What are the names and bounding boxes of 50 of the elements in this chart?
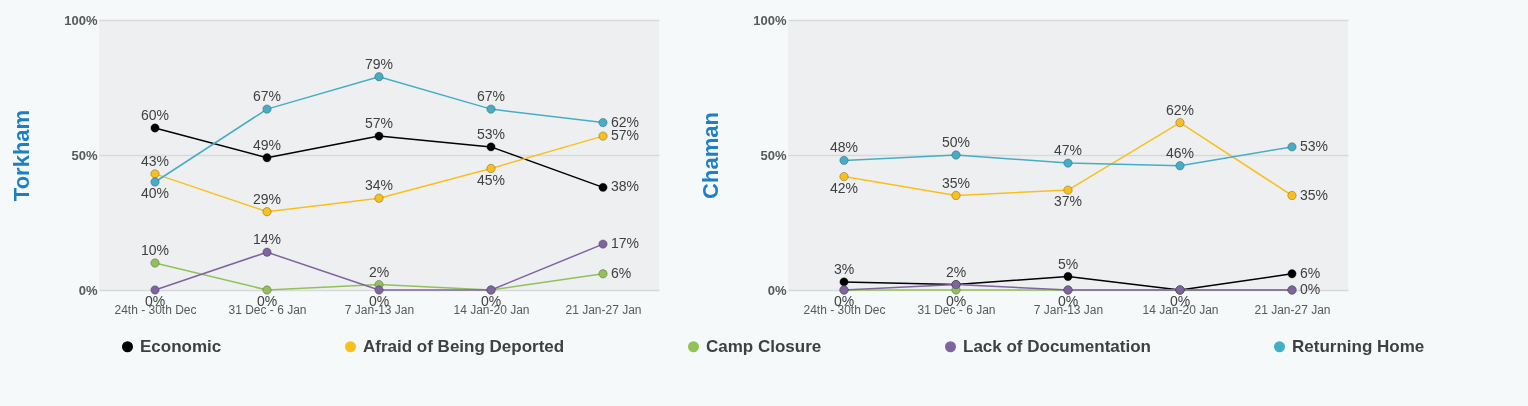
data-label: 62% [611,113,640,130]
data-label: 37% [1053,193,1083,210]
data-label: 43% [140,152,170,169]
data-label: 2% [368,263,390,280]
x-tick-label: 21 Jan-27 Jan [1254,302,1331,317]
y-tick-label: 50% [760,147,787,163]
legend-label: Afraid of Being Deported [363,336,565,356]
data-label: 42% [829,179,859,196]
data-label: 48% [829,139,859,156]
data-label: 79% [364,55,394,72]
data-label: 53% [476,125,506,142]
y-tick-label: 100% [753,12,787,28]
data-label: 35% [941,174,971,191]
y-axis-title: Chaman [698,112,724,199]
data-label: 49% [252,136,282,153]
legend-label: Lack of Documentation [963,336,1151,356]
data-label: 17% [611,235,640,252]
data-label: 6% [611,264,632,281]
x-tick-label: 21 Jan-27 Jan [565,302,642,317]
data-label: 29% [252,190,282,207]
data-label: 45% [476,171,506,188]
y-tick-label: 100% [64,12,98,28]
data-label: 40% [140,185,170,201]
y-axis-title: Torkham [9,109,35,202]
data-label: 0% [1300,281,1321,297]
data-label: 3% [833,260,855,277]
legend-label: Returning Home [1292,336,1425,356]
data-label: 38% [611,178,640,195]
data-label: 46% [1165,144,1195,161]
data-label: 14% [252,231,282,248]
data-label: 34% [364,177,394,194]
data-label: 10% [140,242,170,258]
data-label: 47% [1053,142,1083,159]
data-label: 2% [945,263,967,280]
data-label: 67% [252,88,282,105]
data-label: 57% [364,115,394,132]
legend-label: Camp Closure [706,336,822,356]
data-label: 53% [1300,137,1329,154]
y-tick-label: 0% [767,282,787,298]
y-tick-label: 0% [78,282,98,298]
data-label: 57% [611,127,640,144]
legend-label: Economic [140,336,222,356]
data-label: 60% [140,107,170,123]
data-label: 67% [476,88,506,105]
data-label: 6% [1300,264,1321,281]
data-label: 50% [941,134,971,150]
data-label: 62% [1165,101,1195,118]
data-label: 35% [1300,186,1329,203]
y-tick-label: 50% [71,147,98,163]
data-label: 5% [1057,255,1079,272]
